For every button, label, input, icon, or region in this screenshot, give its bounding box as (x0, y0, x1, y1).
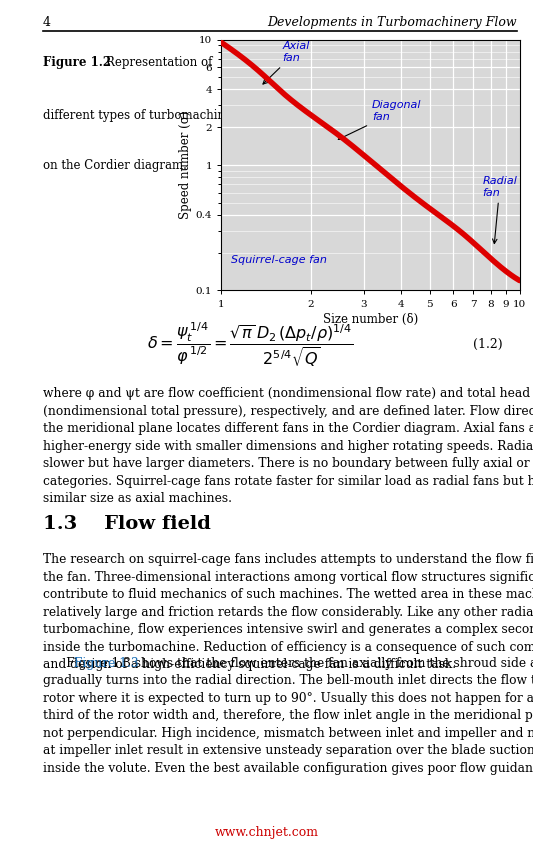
Text: Representation of: Representation of (106, 56, 212, 69)
Text: on the Cordier diagram.: on the Cordier diagram. (43, 159, 187, 173)
Text: Diagonal
fan: Diagonal fan (338, 100, 422, 140)
Text: Radial
fan: Radial fan (482, 176, 517, 243)
Text: www.chnjet.com: www.chnjet.com (214, 826, 319, 839)
Text: where φ and ψt are flow coefficient (nondimensional flow rate) and total head co: where φ and ψt are flow coefficient (non… (43, 387, 533, 505)
Text: Squirrel-cage fan: Squirrel-cage fan (231, 255, 327, 265)
Y-axis label: Speed number (σ): Speed number (σ) (179, 111, 191, 219)
Text: Developments in Turbomachinery Flow: Developments in Turbomachinery Flow (268, 16, 517, 29)
X-axis label: Size number (δ): Size number (δ) (323, 312, 418, 326)
Text: different types of turbomachines: different types of turbomachines (43, 109, 238, 122)
Text: The research on squirrel-cage fans includes attempts to understand the flow fiel: The research on squirrel-cage fans inclu… (43, 553, 533, 671)
Text: Axial
fan: Axial fan (263, 41, 310, 84)
Text: Figure 1.3 shows that the flow enters the fan axially from the shroud side and
g: Figure 1.3 shows that the flow enters th… (43, 657, 533, 775)
Text: 4: 4 (43, 16, 51, 29)
Text: (1.2): (1.2) (473, 338, 503, 351)
Text: Figure 1.3: Figure 1.3 (74, 657, 139, 669)
Text: Figure 1.2: Figure 1.2 (43, 56, 111, 69)
Text: 1.3    Flow field: 1.3 Flow field (43, 515, 211, 533)
Text: $\delta = \dfrac{\psi_t^{\,1/4}}{\varphi^{\,1/2}} = \dfrac{\sqrt{\pi}\,D_2\,(\De: $\delta = \dfrac{\psi_t^{\,1/4}}{\varphi… (147, 321, 353, 369)
